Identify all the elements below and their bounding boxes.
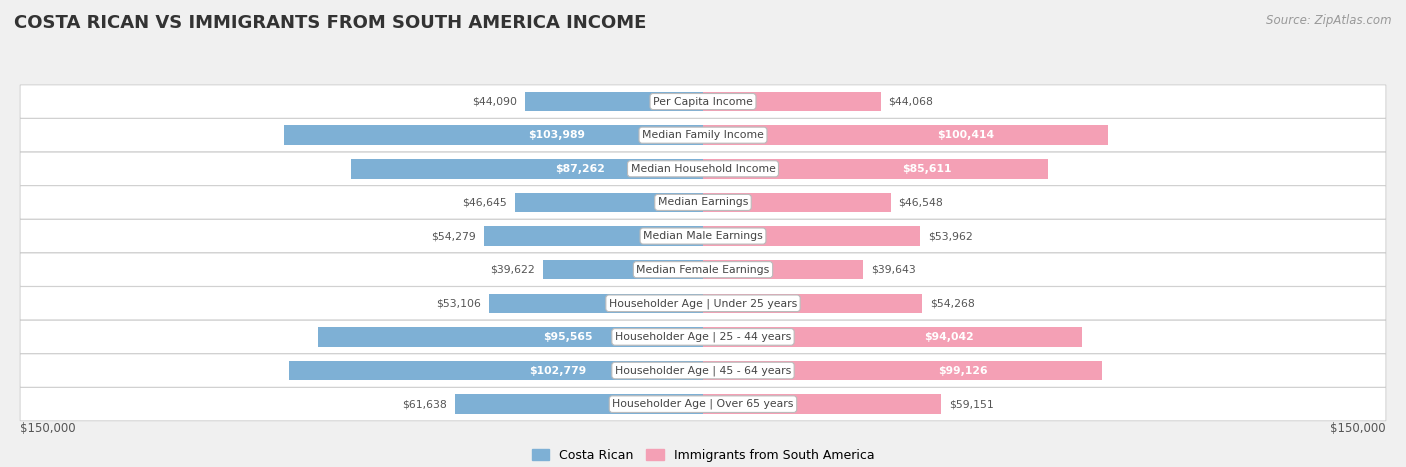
Text: Median Family Income: Median Family Income — [643, 130, 763, 140]
FancyBboxPatch shape — [20, 320, 1386, 354]
Text: $53,106: $53,106 — [436, 298, 481, 308]
Text: $94,042: $94,042 — [924, 332, 974, 342]
Text: $59,151: $59,151 — [949, 399, 994, 409]
Text: Householder Age | 45 - 64 years: Householder Age | 45 - 64 years — [614, 365, 792, 376]
Text: $39,622: $39,622 — [491, 265, 536, 275]
Bar — [318, 327, 703, 347]
Text: $85,611: $85,611 — [903, 164, 952, 174]
Bar — [703, 395, 941, 414]
FancyBboxPatch shape — [20, 186, 1386, 219]
Text: $102,779: $102,779 — [530, 366, 586, 375]
Text: $99,126: $99,126 — [938, 366, 987, 375]
Text: $150,000: $150,000 — [1330, 422, 1386, 435]
Bar — [703, 159, 1047, 178]
Bar — [703, 361, 1102, 380]
FancyBboxPatch shape — [20, 119, 1386, 152]
Bar — [515, 193, 703, 212]
FancyBboxPatch shape — [20, 354, 1386, 387]
Text: $53,962: $53,962 — [928, 231, 973, 241]
Bar — [454, 395, 703, 414]
Text: $46,645: $46,645 — [463, 198, 508, 207]
Text: $103,989: $103,989 — [527, 130, 585, 140]
FancyBboxPatch shape — [20, 152, 1386, 185]
Bar — [352, 159, 703, 178]
Text: $39,643: $39,643 — [870, 265, 915, 275]
Text: Householder Age | 25 - 44 years: Householder Age | 25 - 44 years — [614, 332, 792, 342]
Text: Householder Age | Over 65 years: Householder Age | Over 65 years — [612, 399, 794, 410]
Bar — [703, 126, 1108, 145]
Text: $150,000: $150,000 — [20, 422, 76, 435]
Text: Median Earnings: Median Earnings — [658, 198, 748, 207]
Text: $54,279: $54,279 — [432, 231, 477, 241]
Text: $44,090: $44,090 — [472, 97, 517, 106]
Text: Source: ZipAtlas.com: Source: ZipAtlas.com — [1267, 14, 1392, 27]
FancyBboxPatch shape — [20, 219, 1386, 253]
Text: Householder Age | Under 25 years: Householder Age | Under 25 years — [609, 298, 797, 309]
FancyBboxPatch shape — [20, 85, 1386, 118]
Text: Median Male Earnings: Median Male Earnings — [643, 231, 763, 241]
Text: $44,068: $44,068 — [889, 97, 934, 106]
Bar — [703, 260, 863, 279]
FancyBboxPatch shape — [20, 287, 1386, 320]
Text: $61,638: $61,638 — [402, 399, 447, 409]
Text: Per Capita Income: Per Capita Income — [652, 97, 754, 106]
Bar — [489, 294, 703, 313]
FancyBboxPatch shape — [20, 388, 1386, 421]
Text: $46,548: $46,548 — [898, 198, 943, 207]
Text: $54,268: $54,268 — [929, 298, 974, 308]
Bar — [703, 294, 922, 313]
Text: $87,262: $87,262 — [555, 164, 605, 174]
Bar — [284, 126, 703, 145]
Bar — [703, 226, 921, 246]
Bar — [288, 361, 703, 380]
Bar — [543, 260, 703, 279]
Bar — [703, 327, 1081, 347]
Legend: Costa Rican, Immigrants from South America: Costa Rican, Immigrants from South Ameri… — [529, 446, 877, 465]
Text: Median Household Income: Median Household Income — [630, 164, 776, 174]
Bar — [526, 92, 703, 111]
Text: COSTA RICAN VS IMMIGRANTS FROM SOUTH AMERICA INCOME: COSTA RICAN VS IMMIGRANTS FROM SOUTH AME… — [14, 14, 647, 32]
Bar — [703, 92, 880, 111]
Bar — [484, 226, 703, 246]
Text: $95,565: $95,565 — [544, 332, 593, 342]
FancyBboxPatch shape — [20, 253, 1386, 286]
Text: $100,414: $100,414 — [938, 130, 994, 140]
Bar — [703, 193, 890, 212]
Text: Median Female Earnings: Median Female Earnings — [637, 265, 769, 275]
